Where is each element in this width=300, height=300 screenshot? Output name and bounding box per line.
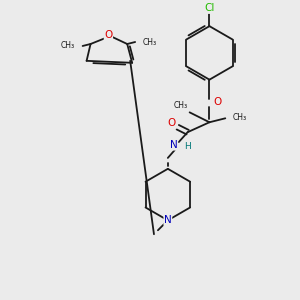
Text: CH₃: CH₃ [61, 41, 75, 50]
Text: CH₃: CH₃ [173, 101, 188, 110]
Text: O: O [104, 30, 112, 40]
Text: O: O [168, 118, 176, 128]
Text: N: N [170, 140, 178, 150]
Text: CH₃: CH₃ [232, 113, 246, 122]
Text: O: O [213, 98, 221, 107]
Text: CH₃: CH₃ [143, 38, 157, 46]
Text: N: N [164, 215, 172, 225]
Text: Cl: Cl [204, 3, 214, 13]
Text: H: H [184, 142, 190, 151]
